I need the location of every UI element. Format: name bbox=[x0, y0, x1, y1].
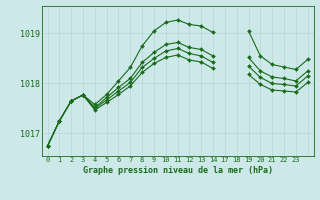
X-axis label: Graphe pression niveau de la mer (hPa): Graphe pression niveau de la mer (hPa) bbox=[83, 166, 273, 175]
